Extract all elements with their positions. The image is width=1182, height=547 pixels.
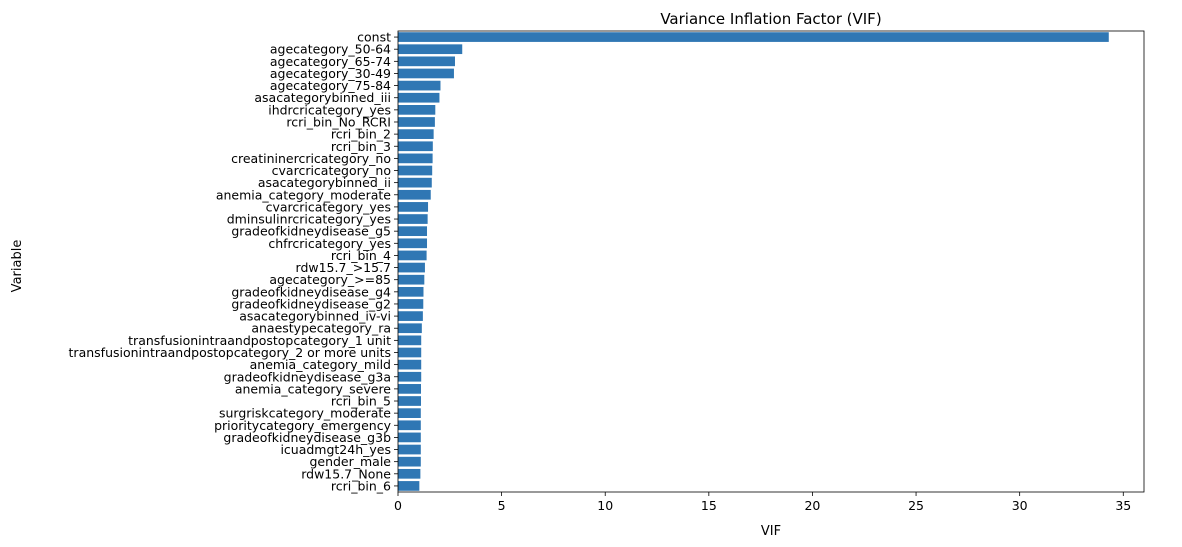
bar-23 bbox=[398, 311, 423, 321]
bars-group bbox=[398, 32, 1109, 491]
y-tick-label: chfrcricategory_yes bbox=[268, 236, 391, 251]
bar-1 bbox=[398, 44, 463, 55]
bar-11 bbox=[398, 165, 433, 176]
bar-36 bbox=[398, 468, 421, 479]
bar-10 bbox=[398, 153, 433, 164]
x-tick-label: 0 bbox=[394, 498, 402, 513]
y-tick-label: rcri_bin_5 bbox=[331, 394, 391, 409]
x-tick-label: 10 bbox=[597, 498, 613, 513]
bar-2 bbox=[398, 56, 455, 67]
bar-5 bbox=[398, 92, 440, 103]
bar-21 bbox=[398, 286, 424, 297]
y-tick-label: gradeofkidneydisease_g3a bbox=[224, 369, 391, 384]
y-tick-label: gradeofkidneydisease_g3b bbox=[223, 430, 391, 445]
bar-26 bbox=[398, 347, 422, 358]
y-tick-label: anemia_category_severe bbox=[235, 381, 391, 396]
bar-3 bbox=[398, 68, 454, 79]
bar-34 bbox=[398, 444, 421, 455]
bar-6 bbox=[398, 105, 436, 115]
y-tick-label: asacategorybinned_iv-vi bbox=[239, 309, 391, 324]
y-tick-label: prioritycategory_emergency bbox=[214, 418, 391, 433]
y-tick-label: rcri_bin_6 bbox=[331, 478, 391, 493]
y-tick-label: rcri_bin_4 bbox=[331, 248, 391, 263]
bar-31 bbox=[398, 408, 421, 418]
y-tick-label: transfusionintraandpostopcategory_1 unit bbox=[128, 333, 391, 348]
y-tick-label: anemia_category_mild bbox=[250, 357, 391, 372]
bar-17 bbox=[398, 238, 428, 249]
y-tick-label: gender_male bbox=[309, 454, 391, 469]
bar-35 bbox=[398, 456, 421, 467]
y-tick-label: rdw15.7_None bbox=[301, 466, 391, 481]
chart-title: Variance Inflation Factor (VIF) bbox=[660, 10, 881, 28]
bar-27 bbox=[398, 359, 422, 370]
x-tick-label: 15 bbox=[701, 498, 717, 513]
y-tick-label: agecategory_50-64 bbox=[270, 42, 391, 57]
y-tick-label: ihdrcricategory_yes bbox=[268, 102, 391, 117]
x-tick-label: 35 bbox=[1115, 498, 1131, 513]
y-tick-label: gradeofkidneydisease_g2 bbox=[231, 296, 391, 311]
y-tick-label: gradeofkidneydisease_g5 bbox=[231, 224, 391, 239]
y-tick-label: surgriskcategory_moderate bbox=[219, 406, 391, 421]
bar-25 bbox=[398, 335, 422, 346]
y-tick-label: rcri_bin_3 bbox=[331, 139, 391, 154]
y-tick-label: creatininercricategory_no bbox=[231, 151, 391, 166]
bar-19 bbox=[398, 262, 425, 273]
y-tick-label: anemia_category_moderate bbox=[216, 187, 391, 202]
y-tick-label: const bbox=[357, 30, 391, 45]
bar-0 bbox=[398, 32, 1109, 42]
y-tick-label: rcri_bin_No_RCRI bbox=[286, 114, 391, 129]
x-axis-title: VIF bbox=[761, 524, 781, 539]
y-tick-label: agecategory_>=85 bbox=[269, 272, 391, 287]
y-tick-label: anaestypecategory_ra bbox=[251, 321, 391, 336]
y-tick-label: asacategorybinned_ii bbox=[258, 175, 391, 190]
x-tick-label: 25 bbox=[908, 498, 924, 513]
y-tick-label: gradeofkidneydisease_g4 bbox=[231, 284, 391, 299]
bar-20 bbox=[398, 274, 425, 285]
y-tick-label: dminsulinrcricategory_yes bbox=[227, 212, 391, 227]
y-tick-label: cvarcricategory_no bbox=[272, 163, 391, 178]
x-tick-label: 20 bbox=[804, 498, 820, 513]
bar-15 bbox=[398, 214, 428, 224]
y-tick-label: rdw15.7_>15.7 bbox=[296, 260, 391, 275]
bar-18 bbox=[398, 250, 427, 261]
bar-33 bbox=[398, 432, 421, 443]
bar-30 bbox=[398, 396, 422, 406]
bar-16 bbox=[398, 226, 428, 237]
y-tick-label: agecategory_65-74 bbox=[270, 54, 391, 69]
y-axis-ticks: constagecategory_50-64agecategory_65-74a… bbox=[69, 30, 398, 493]
x-tick-label: 30 bbox=[1012, 498, 1028, 513]
bar-29 bbox=[398, 384, 422, 394]
y-tick-label: agecategory_30-49 bbox=[270, 66, 391, 81]
bar-12 bbox=[398, 177, 432, 188]
bar-4 bbox=[398, 80, 441, 91]
y-tick-label: cvarcricategory_yes bbox=[266, 199, 391, 214]
bar-13 bbox=[398, 189, 431, 200]
x-axis-ticks: 0 5 10 15 20 25 30 35 bbox=[394, 492, 1131, 513]
x-tick-label: 5 bbox=[498, 498, 506, 513]
y-tick-label: rcri_bin_2 bbox=[331, 127, 391, 142]
bar-28 bbox=[398, 371, 422, 382]
y-axis-title: Variable bbox=[10, 240, 25, 293]
bar-37 bbox=[398, 481, 420, 491]
y-tick-label: asacategorybinned_iii bbox=[254, 90, 391, 105]
y-tick-label: icuadmgt24h_yes bbox=[280, 442, 391, 457]
bar-14 bbox=[398, 202, 429, 212]
bar-22 bbox=[398, 299, 424, 309]
y-tick-label: agecategory_75-84 bbox=[270, 78, 391, 93]
bar-24 bbox=[398, 323, 422, 334]
bar-8 bbox=[398, 129, 434, 139]
bar-7 bbox=[398, 117, 435, 127]
bar-9 bbox=[398, 141, 433, 152]
plot-frame bbox=[397, 30, 1145, 493]
bar-32 bbox=[398, 420, 421, 431]
y-tick-label: transfusionintraandpostopcategory_2 or m… bbox=[69, 345, 391, 360]
